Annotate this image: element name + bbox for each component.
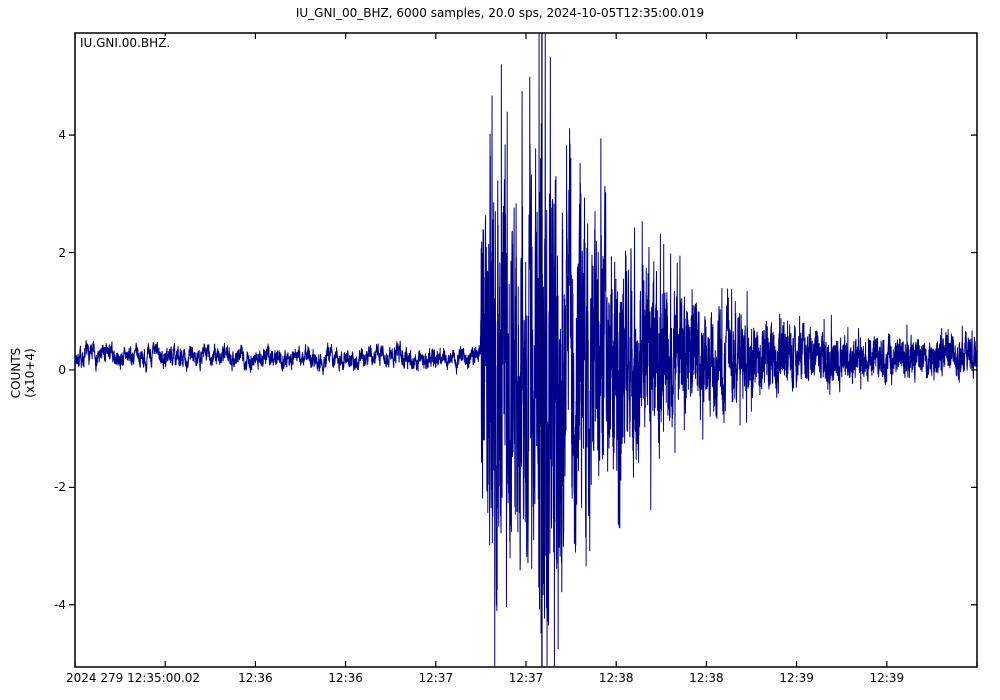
x-tick-label: 12:36 bbox=[238, 671, 273, 685]
trace-id-label: IU.GNI.00.BHZ. bbox=[79, 36, 172, 50]
y-tick-label: -4 bbox=[54, 597, 66, 612]
y-tick-label: 4 bbox=[58, 128, 66, 143]
y-tick-label: 0 bbox=[58, 362, 66, 377]
x-tick-label: 12:37 bbox=[418, 671, 454, 685]
x-tick-label: 12:37 bbox=[508, 671, 544, 685]
x-tick-label: 12:39 bbox=[779, 671, 814, 685]
y-tick-label: 2 bbox=[58, 245, 66, 260]
x-tick-label: 12:39 bbox=[869, 671, 905, 685]
y-tick-label: -2 bbox=[54, 480, 66, 495]
x-tick-label: 2024 279 12:35:00.02 bbox=[66, 671, 201, 685]
plot-title: IU_GNI_00_BHZ, 6000 samples, 20.0 sps, 2… bbox=[295, 6, 705, 20]
x-tick-label: 12:38 bbox=[689, 671, 724, 685]
x-tick-label: 12:36 bbox=[328, 671, 363, 685]
x-tick-label: 12:38 bbox=[598, 671, 634, 685]
